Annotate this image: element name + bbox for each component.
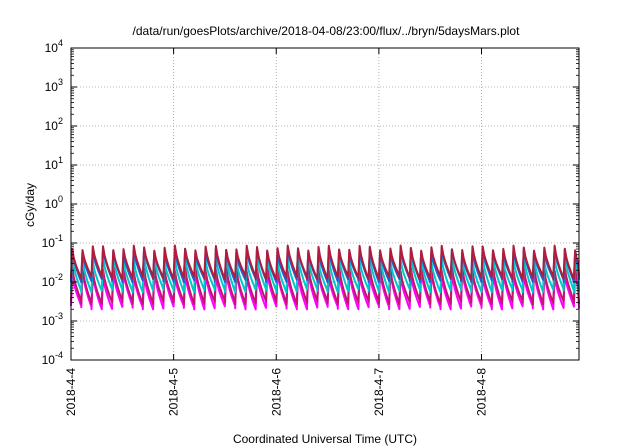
series-line [70, 244, 580, 281]
y-tick-base: 10 [45, 80, 59, 94]
y-tick-exponent: -3 [55, 311, 63, 321]
grid [71, 48, 579, 360]
y-tick-exponent: 0 [58, 194, 63, 204]
y-tick-base: 10 [45, 119, 59, 133]
x-tick-label: 2018-4-8 [475, 368, 489, 416]
series-group [70, 244, 580, 311]
y-tick-label: 103 [45, 77, 63, 94]
y-tick-label: 10-2 [42, 272, 63, 289]
y-tick-exponent: 2 [58, 116, 63, 126]
y-tick-label: 10-4 [42, 350, 63, 367]
y-tick-exponent: -1 [55, 233, 63, 243]
y-tick-base: 10 [45, 158, 59, 172]
y-tick-label: 101 [45, 155, 63, 172]
x-tick-label: 2018-4-5 [167, 368, 181, 416]
x-tick-label: 2018-4-4 [64, 368, 78, 416]
x-axis: 2018-4-4 2018-4-5 2018-4-6 2018-4-7 2018-4-8 [64, 48, 489, 416]
y-tick-base: 10 [42, 314, 56, 328]
y-tick-base: 10 [45, 41, 59, 55]
y-axis-label: cGy/day [23, 183, 37, 227]
y-tick-exponent: -2 [55, 272, 63, 282]
series-line [70, 255, 580, 294]
y-tick-exponent: -4 [55, 350, 63, 360]
plot-frame [70, 47, 580, 361]
y-tick-base: 10 [42, 353, 56, 367]
x-tick-label: 2018-4-6 [269, 368, 283, 416]
x-tick-label: 2018-4-7 [372, 368, 386, 416]
y-tick-exponent: 3 [58, 77, 63, 87]
y-tick-label: 100 [45, 194, 63, 211]
series-line [70, 265, 580, 306]
y-tick-label: 104 [45, 38, 63, 55]
chart-title: /data/run/goesPlots/archive/2018-04-08/2… [133, 24, 521, 38]
y-tick-base: 10 [45, 197, 59, 211]
y-tick-base: 10 [42, 275, 56, 289]
y-tick-label: 102 [45, 116, 63, 133]
y-tick-label: 10-1 [42, 233, 63, 250]
y-tick-exponent: 1 [58, 155, 63, 165]
y-tick-base: 10 [42, 236, 56, 250]
x-axis-label: Coordinated Universal Time (UTC) [233, 432, 417, 446]
y-tick-label: 10-3 [42, 311, 63, 328]
y-tick-exponent: 4 [58, 38, 63, 48]
